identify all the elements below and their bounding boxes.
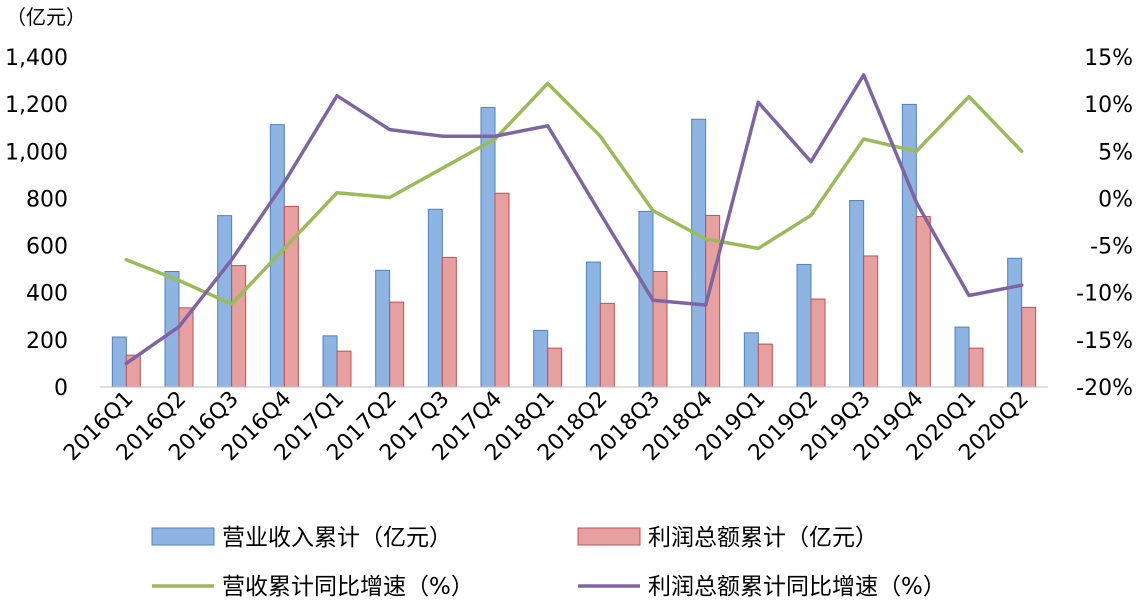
right-axis-tick-label: 15% (1084, 46, 1133, 71)
legend-label: 利润总额累计同比增速（%） (648, 574, 946, 600)
legend-swatch (151, 527, 215, 546)
revenue-bar (796, 263, 812, 388)
right-axis-ticks: -20% -15% -10% -5% 0% 5% 10% 15% (1076, 46, 1133, 401)
legend-label: 营业收入累计（亿元） (222, 525, 452, 551)
profit-bar (968, 347, 984, 388)
right-axis-tick-label: -5% (1090, 235, 1133, 260)
profit-bar (231, 265, 247, 388)
profit-bar (810, 298, 826, 388)
right-axis-tick-label: -20% (1076, 376, 1133, 401)
profit-bar (915, 216, 931, 388)
revenue-bar (849, 200, 865, 388)
left-axis-ticks: 0 200 400 600 800 1,000 1,200 1,400 (5, 46, 68, 401)
revenue-bar (375, 269, 391, 388)
profit-growth-line (124, 73, 1024, 366)
profit-bar (599, 302, 615, 388)
revenue-bar (427, 208, 443, 388)
revenue-bar (533, 329, 549, 388)
left-axis-tick-label: 1,000 (5, 140, 68, 165)
revenue-bar (322, 335, 338, 388)
profit-bar (652, 271, 668, 388)
left-axis-tick-label: 0 (54, 376, 68, 401)
left-axis-unit-label: （亿元） (6, 5, 86, 29)
left-axis-tick-label: 200 (26, 329, 68, 354)
right-axis-tick-label: 0% (1098, 187, 1133, 212)
x-axis-tick-labels: 2016Q12016Q22016Q32016Q42017Q12017Q22017… (59, 387, 1034, 466)
legend-label: 营收累计同比增速（%） (222, 574, 474, 600)
revenue-bar (480, 106, 496, 388)
bar-layer (111, 103, 1037, 388)
profit-bar (863, 255, 879, 388)
profit-bar (1021, 306, 1037, 388)
line-layer (124, 73, 1024, 366)
revenue-bar (954, 326, 970, 388)
legend: 营业收入累计（亿元） 利润总额累计（亿元） 营收累计同比增速（%） 利润总额累计同比增… (151, 525, 946, 600)
profit-bar (547, 347, 563, 388)
right-axis-tick-label: -10% (1076, 282, 1133, 307)
profit-bar (494, 192, 510, 388)
revenue-bar (691, 118, 707, 388)
profit-bar (336, 350, 352, 388)
right-axis-tick-label: 10% (1084, 93, 1133, 118)
revenue-growth-line (124, 81, 1024, 306)
left-axis-tick-label: 400 (26, 282, 68, 307)
legend-swatch (577, 527, 641, 546)
revenue-bar (585, 261, 601, 388)
left-axis-tick-label: 1,200 (5, 93, 68, 118)
right-axis-tick-label: -15% (1076, 329, 1133, 354)
revenue-bar (743, 332, 759, 388)
legend-label: 利润总额累计（亿元） (648, 525, 878, 551)
revenue-bar (1007, 257, 1023, 388)
left-axis-tick-label: 600 (26, 235, 68, 260)
left-axis-tick-label: 1,400 (5, 46, 68, 71)
profit-bar (757, 343, 773, 388)
profit-bar (389, 301, 405, 388)
left-axis-tick-label: 800 (26, 187, 68, 212)
revenue-bar (111, 336, 127, 388)
profit-bar (441, 256, 457, 388)
right-axis-tick-label: 5% (1098, 140, 1133, 165)
